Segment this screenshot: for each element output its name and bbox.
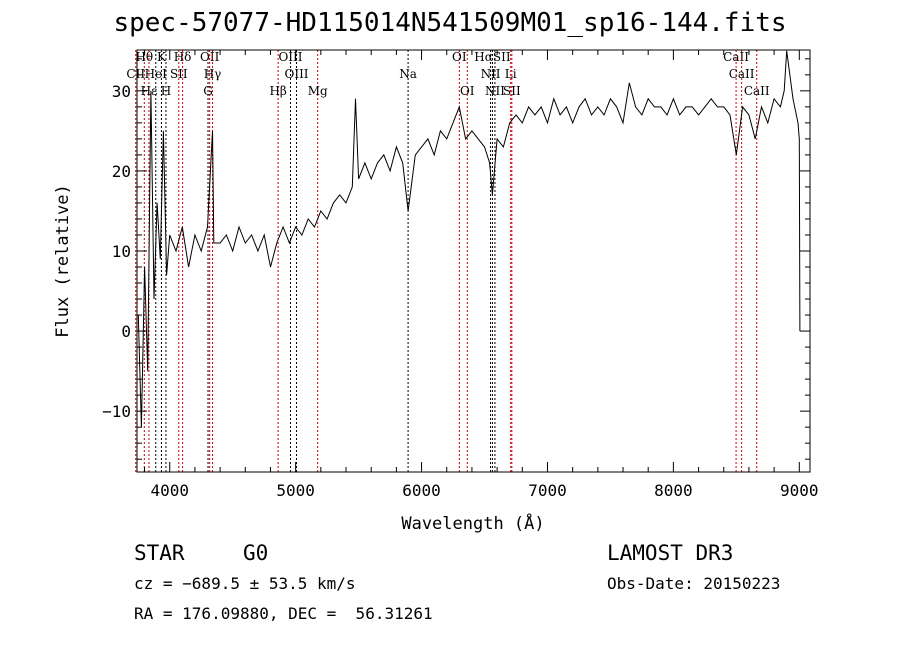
spectral-line-label: Hγ [204,67,222,81]
y-axis-label: Flux (relative) [53,184,73,338]
spectral-line-label: Hθ [135,50,153,64]
y-tick-label: 30 [112,82,131,101]
chart-title: spec-57077-HD115014N541509M01_sp16-144.f… [113,8,787,38]
coordinates: RA = 176.09880, DEC = 56.31261 [134,604,433,623]
spectral-line-label: CII [126,67,145,81]
spectral-line-label: CaII [744,84,770,98]
spectral-line-label: Hδ [174,50,192,64]
spectral-line-label: CaII [729,67,755,81]
spectral-line-label: CaII [723,50,749,64]
x-axis-label: Wavelength (Å) [401,512,544,534]
survey-name: LAMOST DR3 [607,541,734,565]
object-type: STAR [134,541,185,565]
x-tick-label: 6000 [402,481,441,500]
axis-ticks: 4000 5000 6000 7000 8000 9000 −10 0 10 20 30 [102,50,819,500]
x-tick-label: 5000 [276,481,315,500]
spectral-line-label: SII [503,84,521,98]
y-tick-label: 20 [112,162,131,181]
spectral-line-label: HeI [145,67,168,81]
y-tick-label: −10 [102,402,131,421]
object-subclass: G0 [243,541,269,565]
spectral-line-label: H [161,84,171,98]
spectral-line-label: OI [460,84,475,98]
observation-date: Obs-Date: 20150223 [607,574,781,593]
redshift-velocity: cz = −689.5 ± 53.5 km/s [134,574,356,593]
x-tick-label: 9000 [780,481,819,500]
x-tick-label: 7000 [528,481,567,500]
spectral-line-label: Hε [141,84,158,98]
x-tick-label: 4000 [150,481,189,500]
plot-frame [136,49,811,473]
spectral-line-label: OIII [284,67,308,81]
spectral-line-label: Hβ [269,84,286,98]
spectral-line-label: K [157,50,167,64]
y-tick-label: 0 [121,322,131,341]
spectral-line-label: Mg [308,84,328,98]
spectrum-line [137,50,801,428]
spectral-line-label: NII [485,84,505,98]
spectral-line-label: OIII [278,50,302,64]
spectral-line-label: OII [200,50,220,64]
spectral-line-label: Na [399,67,417,81]
spectral-line-label: G [203,84,213,98]
spectral-line-label: SII [170,67,188,81]
spectral-line-label: HαSII [474,50,511,64]
spectral-line-label: Li [505,67,517,81]
spectral-line-label: OI [452,50,467,64]
x-tick-label: 8000 [654,481,693,500]
spectral-line-label: NII [481,67,501,81]
y-tick-label: 10 [112,242,131,261]
